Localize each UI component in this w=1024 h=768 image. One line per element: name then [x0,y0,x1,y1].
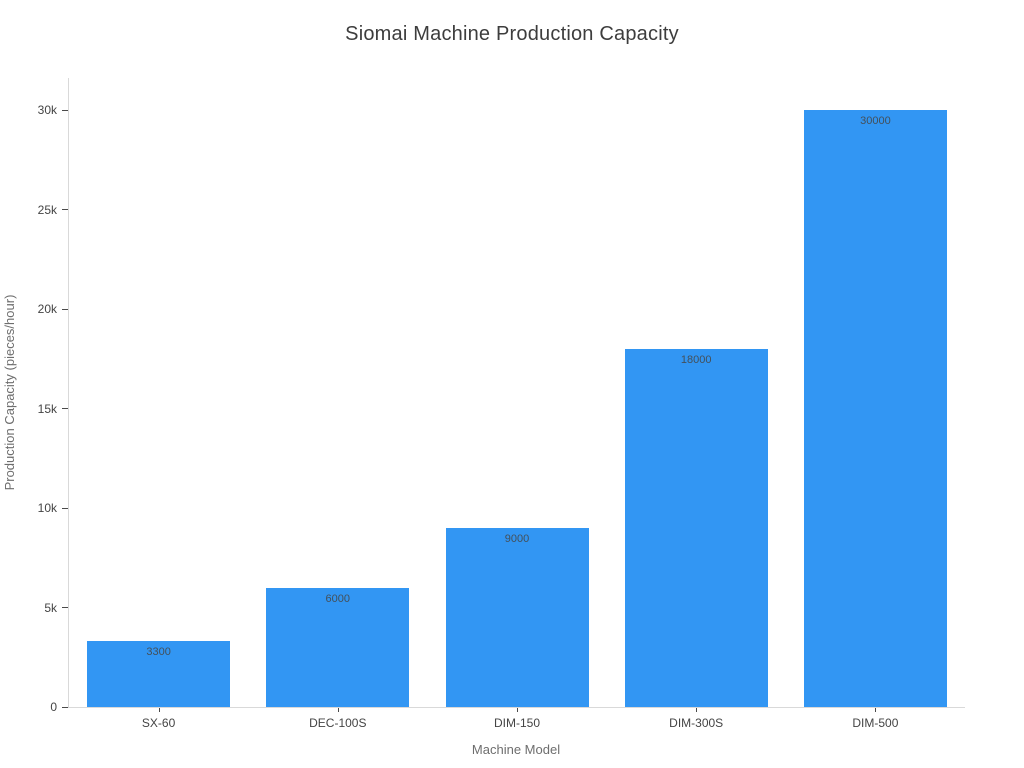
y-tick-mark [62,507,68,509]
bar-value-label: 30000 [860,115,891,127]
x-tick-mark [337,708,339,712]
y-tick-mark [62,607,68,608]
y-tick-mark [62,408,68,409]
x-tick-label-DEC-100S: DEC-100S [309,716,367,730]
bar-value-label: 9000 [504,532,530,545]
y-tick-mark [62,706,68,708]
plot-area: 0 5k 10k 15k 20k 25k 30k 3300 SX-60 6000 DEC-100S 9… [38,78,965,730]
bar-value-label: 18000 [680,353,712,366]
x-tick-mark [158,708,160,712]
y-tick-mark [62,308,68,310]
bar-SX-60[interactable]: 3300 [87,641,231,707]
bar-DIM-500[interactable]: 30000 [803,110,947,707]
bar-DEC-100S[interactable]: 6000 [266,587,410,707]
y-tick-label: 5k [44,600,57,615]
x-tick-label-DIM-150: DIM-150 [493,716,540,730]
y-tick-label: 15k [37,401,57,416]
y-tick-label: 25k [37,202,57,217]
chart-title: Siomai Machine Production Capacity [345,23,679,45]
y-tick-label: 10k [37,501,57,515]
y-tick-label: 0 [50,700,57,714]
x-tick-mark [875,708,877,712]
y-tick-label: 30k [37,103,57,117]
x-tick-mark [696,708,698,712]
bar-DIM-150[interactable]: 9000 [445,527,589,707]
y-tick-mark [62,209,68,210]
y-tick-label: 20k [37,302,57,316]
y-tick-mark [62,109,68,111]
x-axis-title: Machine Model [471,742,561,757]
x-tick-label-SX-60: SX-60 [141,716,176,730]
x-tick-label-DIM-300S: DIM-300S [669,716,724,730]
x-tick-label-DIM-500: DIM-500 [852,716,899,730]
bar-value-label: 3300 [146,646,171,659]
x-tick-mark [517,708,518,712]
bar-value-label: 6000 [325,592,351,605]
bar-DIM-300S[interactable]: 18000 [624,348,768,707]
